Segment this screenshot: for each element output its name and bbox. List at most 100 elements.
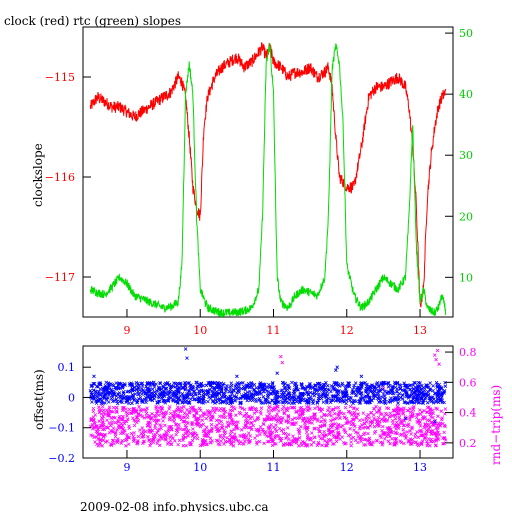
offset-point <box>368 385 373 389</box>
offset-point <box>322 388 327 392</box>
rndtrip-point <box>290 405 294 410</box>
rndtrip-point <box>274 429 279 434</box>
rndtrip-point <box>324 433 329 437</box>
rndtrip-point <box>190 421 195 426</box>
offset-point <box>98 393 103 397</box>
offset-point <box>344 398 349 403</box>
offset-point <box>192 397 196 402</box>
rndtrip-point <box>327 427 331 432</box>
offset-point <box>215 400 219 404</box>
rndtrip-point <box>366 431 370 436</box>
offset-outlier-point <box>359 374 364 379</box>
offset-point <box>413 381 418 385</box>
rndtrip-point <box>399 420 403 424</box>
rndtrip-point <box>115 410 119 414</box>
rndtrip-point <box>154 406 158 411</box>
offset-point <box>287 401 291 405</box>
rndtrip-point <box>357 427 362 431</box>
rndtrip-point <box>121 405 125 410</box>
rndtrip-point <box>210 439 214 443</box>
rndtrip-point <box>184 443 188 448</box>
rndtrip-point <box>320 433 325 437</box>
offset-point <box>330 398 334 402</box>
rndtrip-point <box>320 443 324 448</box>
rndtrip-point <box>411 440 416 445</box>
offset-point <box>132 398 136 403</box>
top-left-tick-label: −115 <box>45 71 75 84</box>
footer-text: 2009-02-08 info.physics.ubc.ca <box>80 500 269 512</box>
offset-point <box>248 389 252 394</box>
offset-point <box>189 385 193 390</box>
rndtrip-point <box>428 407 432 411</box>
offset-point <box>321 400 326 404</box>
rndtrip-point <box>268 415 272 420</box>
offset-point <box>391 384 395 389</box>
rndtrip-point <box>257 427 261 432</box>
offset-point <box>306 392 310 396</box>
rndtrip-point <box>219 426 224 430</box>
rndtrip-outlier-point <box>437 362 441 366</box>
rndtrip-point <box>111 426 116 430</box>
rndtrip-point <box>308 407 312 411</box>
rndtrip-point <box>395 424 399 429</box>
rndtrip-point <box>394 441 398 445</box>
rndtrip-point <box>401 408 406 412</box>
offset-point <box>401 393 405 398</box>
offset-point <box>211 390 216 395</box>
rndtrip-point <box>327 412 332 417</box>
offset-point <box>160 390 165 395</box>
offset-point <box>262 383 266 387</box>
offset-point <box>373 394 378 399</box>
offset-outlier-point <box>403 416 408 421</box>
rndtrip-point <box>113 416 117 420</box>
offset-point <box>432 397 436 401</box>
rndtrip-point <box>358 418 362 423</box>
rndtrip-point <box>417 421 422 426</box>
rndtrip-point <box>423 435 427 440</box>
offset-point <box>280 380 285 385</box>
offset-point <box>175 381 180 386</box>
rndtrip-point <box>386 406 391 411</box>
offset-point <box>272 388 276 392</box>
rndtrip-point <box>240 406 245 411</box>
rndtrip-point <box>305 416 310 420</box>
rndtrip-point <box>134 408 138 412</box>
offset-point <box>364 390 368 394</box>
rndtrip-point <box>330 442 335 446</box>
offset-point <box>100 398 104 403</box>
offset-point <box>306 400 311 404</box>
offset-point <box>195 380 199 385</box>
rndtrip-point <box>191 427 195 431</box>
rndtrip-point <box>168 411 173 416</box>
rndtrip-point <box>157 406 161 410</box>
offset-point <box>190 392 195 397</box>
rndtrip-point <box>132 431 136 435</box>
rndtrip-point <box>244 422 248 427</box>
rndtrip-point <box>125 411 130 416</box>
rndtrip-point <box>298 416 302 420</box>
rndtrip-point <box>344 441 348 446</box>
rndtrip-point <box>348 426 352 431</box>
offset-point <box>274 394 278 399</box>
offset-point <box>321 392 325 396</box>
offset-point <box>421 385 426 390</box>
offset-point <box>390 388 394 392</box>
rndtrip-point <box>101 408 106 412</box>
rndtrip-point <box>237 441 242 446</box>
rndtrip-point <box>380 412 384 416</box>
offset-point <box>129 381 133 385</box>
offset-point <box>336 383 341 388</box>
offset-point <box>223 394 227 399</box>
offset-point <box>240 394 244 398</box>
rndtrip-point <box>150 412 154 416</box>
rndtrip-point <box>400 418 404 423</box>
offset-point <box>95 397 100 402</box>
offset-point <box>146 389 151 394</box>
offset-point <box>246 390 250 395</box>
rndtrip-point <box>169 434 174 438</box>
offset-point <box>387 383 392 388</box>
rndtrip-point <box>136 434 141 439</box>
offset-point <box>156 395 161 399</box>
rndtrip-point <box>429 439 434 444</box>
offset-point <box>173 385 177 389</box>
